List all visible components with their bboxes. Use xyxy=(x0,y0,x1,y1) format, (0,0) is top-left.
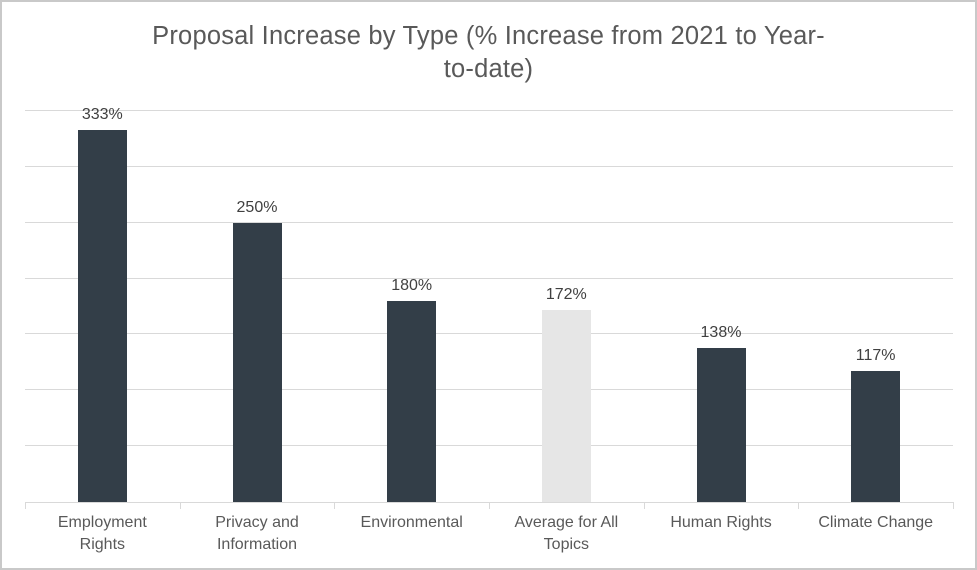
axis-tick xyxy=(25,502,26,509)
data-label: 250% xyxy=(236,198,278,216)
gridline xyxy=(25,445,953,447)
bar-3 xyxy=(541,309,591,502)
gridline xyxy=(25,221,953,223)
category-label: Average for All Topics xyxy=(514,514,619,553)
axis-tick xyxy=(489,502,490,509)
data-label: 172% xyxy=(545,285,587,303)
chart-title-line1: Proposal Increase by Type (% Increase fr… xyxy=(152,22,825,50)
axis-tick xyxy=(643,502,645,509)
chart-title-line2: to-date) xyxy=(443,55,534,83)
gridline xyxy=(25,333,953,335)
category-label: Human Rights xyxy=(670,514,772,531)
data-label: 138% xyxy=(700,323,742,341)
axis-tick xyxy=(953,502,954,509)
bar-4 xyxy=(696,347,746,502)
category-label: Climate Change xyxy=(818,514,934,531)
gridline xyxy=(25,110,953,111)
data-label: 333% xyxy=(81,106,123,123)
x-axis-category-labels: Employment Rights Privacy and Information… xyxy=(25,512,953,556)
bar-2 xyxy=(387,300,437,502)
bar-0 xyxy=(77,130,127,502)
data-label: 117% xyxy=(855,347,896,365)
bar-1 xyxy=(232,222,282,502)
gridline xyxy=(25,165,953,167)
bar-5 xyxy=(851,371,901,502)
chart-title: Proposal Increase by Type (% Increase fr… xyxy=(2,20,975,86)
data-label: 180% xyxy=(391,276,433,294)
axis-tick xyxy=(334,502,336,509)
category-label: Environmental xyxy=(360,514,463,531)
plot-area: 333% 250% 180% 172% 138% 117% xyxy=(25,106,954,509)
gridline xyxy=(25,277,953,279)
category-label: Employment Rights xyxy=(57,514,147,553)
axis-tick xyxy=(179,502,181,509)
gridline xyxy=(25,389,953,391)
axis-tick xyxy=(798,502,800,509)
category-label: Privacy and Information xyxy=(215,514,299,553)
